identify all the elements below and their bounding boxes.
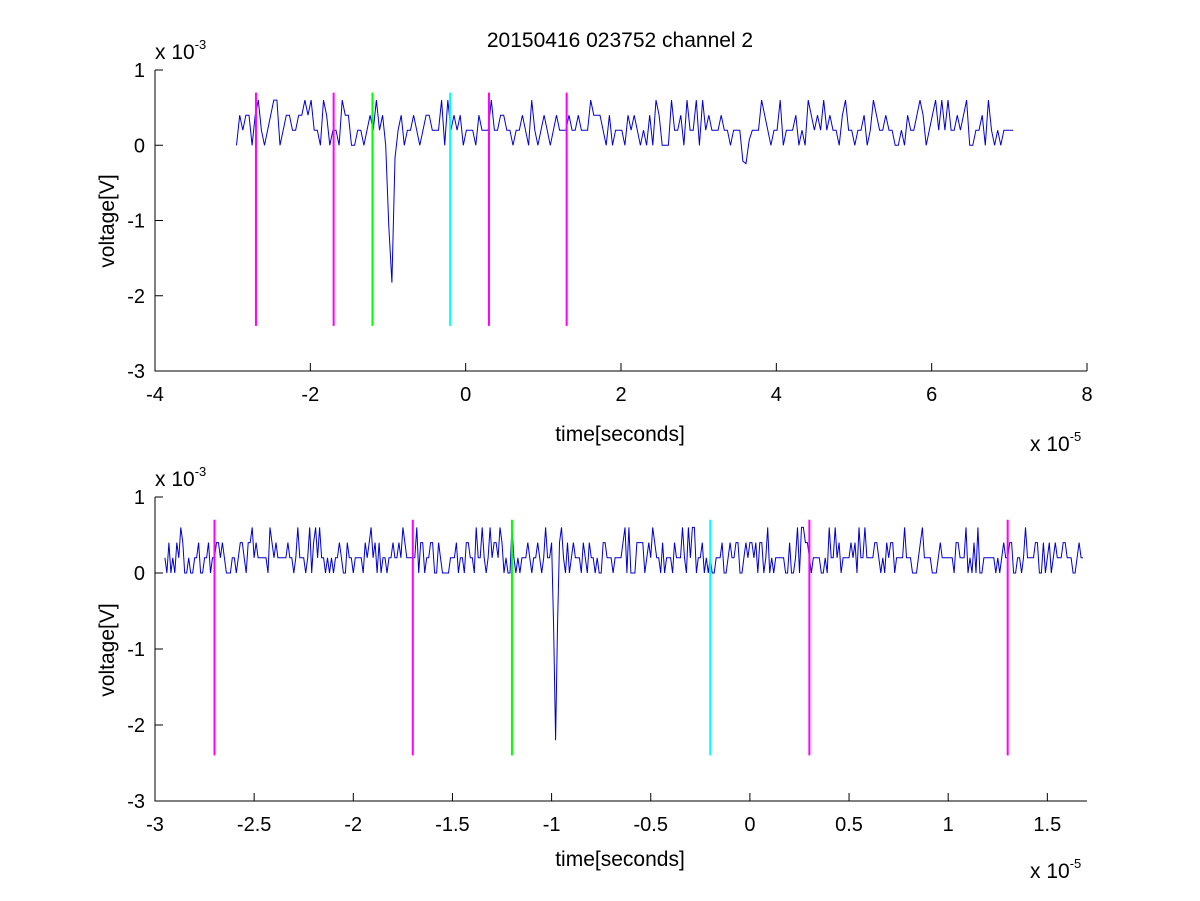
top-signal-layer (236, 99, 1014, 283)
bottom-y-tick-label: -3 (127, 791, 145, 813)
bottom-axes: -3 -2.5 -2 -1.5 -1 -0.5 0 0.5 1 1.5 -3 -2 -1 0 1 time… (96, 464, 1087, 883)
top-x-multiplier: x 10-5 (1030, 429, 1081, 456)
top-y-tick-label: -1 (127, 211, 145, 233)
top-y-tick-label: 1 (134, 60, 145, 82)
bottom-voltage-trace (164, 526, 1083, 741)
bottom-x-ticks: -3 -2.5 -2 -1.5 -1 -0.5 0 0.5 1 1.5 (146, 793, 1061, 836)
top-x-tick-label: 4 (771, 384, 782, 406)
top-y-multiplier: x 10-3 (155, 37, 206, 64)
bottom-y-axis-label: voltage[V] (96, 603, 119, 696)
bottom-x-tick-label: 1 (943, 814, 954, 836)
top-x-multiplier-exponent: -5 (1070, 429, 1082, 444)
top-x-ticks: -4 -2 0 2 4 6 8 (146, 363, 1093, 406)
bottom-x-tick-label: -2 (344, 814, 362, 836)
top-x-tick-label: 2 (615, 384, 626, 406)
bottom-y-tick-label: -1 (127, 639, 145, 661)
bottom-marker-layer (213, 519, 1009, 756)
top-x-tick-label: 8 (1081, 384, 1092, 406)
bottom-y-tick-label: 1 (134, 487, 145, 509)
top-x-tick-label: 6 (926, 384, 937, 406)
bottom-x-axis-label: time[seconds] (555, 848, 685, 871)
bottom-y-multiplier: x 10-3 (155, 464, 206, 491)
bottom-signal-layer (164, 526, 1083, 741)
top-x-tick-label: -2 (301, 384, 319, 406)
top-y-axis-label: voltage[V] (96, 174, 119, 267)
bottom-x-tick-label: -0.5 (634, 814, 668, 836)
top-y-multiplier-base: x 10 (155, 41, 195, 64)
bottom-y-ticks: -3 -2 -1 0 1 (127, 487, 163, 813)
bottom-x-tick-label: -1.5 (435, 814, 469, 836)
bottom-y-tick-label: 0 (134, 563, 145, 585)
bottom-x-multiplier-base: x 10 (1030, 860, 1070, 883)
bottom-x-tick-label: 0 (744, 814, 755, 836)
bottom-x-tick-label: -3 (146, 814, 164, 836)
bottom-x-tick-label: 0.5 (835, 814, 863, 836)
top-x-axis-label: time[seconds] (555, 423, 685, 446)
bottom-x-multiplier-exponent: -5 (1070, 856, 1082, 871)
bottom-x-tick-label: -2.5 (237, 814, 271, 836)
bottom-x-multiplier: x 10-5 (1030, 856, 1081, 883)
top-axes-box (154, 70, 1087, 372)
bottom-x-tick-label: -1 (543, 814, 561, 836)
top-axes: -4 -2 0 2 4 6 8 -3 -2 -1 0 1 time[seconds] voltage… (96, 37, 1093, 456)
top-y-multiplier-exponent: -3 (195, 37, 207, 52)
top-y-tick-label: 0 (134, 135, 145, 157)
bottom-y-tick-label: -2 (127, 715, 145, 737)
top-marker-layer (254, 92, 568, 326)
bottom-y-multiplier-base: x 10 (155, 468, 195, 491)
top-x-multiplier-base: x 10 (1030, 433, 1070, 456)
bottom-axes-box (154, 497, 1087, 802)
top-y-ticks: -3 -2 -1 0 1 (127, 60, 163, 383)
top-x-tick-label: -4 (146, 384, 164, 406)
figure-title: 20150416 023752 channel 2 (487, 29, 753, 52)
bottom-x-tick-label: 1.5 (1033, 814, 1061, 836)
top-voltage-trace (236, 99, 1014, 283)
top-x-tick-label: 0 (460, 384, 471, 406)
bottom-y-multiplier-exponent: -3 (195, 464, 207, 479)
top-y-tick-label: -3 (127, 361, 145, 383)
top-y-tick-label: -2 (127, 286, 145, 308)
